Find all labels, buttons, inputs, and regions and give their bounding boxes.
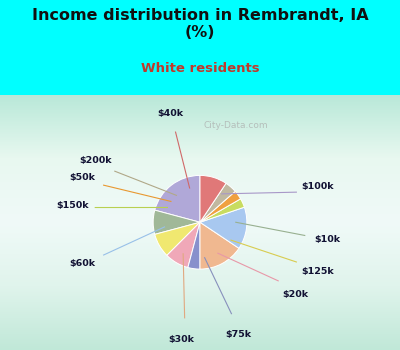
Wedge shape [167,222,200,267]
Text: $75k: $75k [225,330,251,339]
Text: $125k: $125k [301,267,334,276]
Wedge shape [200,175,226,222]
Wedge shape [200,199,244,222]
Text: City-Data.com: City-Data.com [204,121,268,130]
Wedge shape [200,207,247,248]
Wedge shape [188,222,200,269]
Text: $30k: $30k [168,335,194,344]
Text: $60k: $60k [70,259,96,268]
Wedge shape [200,191,240,222]
Text: $50k: $50k [70,174,96,182]
Text: Income distribution in Rembrandt, IA
(%): Income distribution in Rembrandt, IA (%) [32,8,368,40]
Wedge shape [200,222,239,269]
Text: White residents: White residents [141,62,259,75]
Text: $10k: $10k [315,235,341,244]
Text: $100k: $100k [301,182,334,191]
Text: $20k: $20k [282,290,308,299]
Text: $200k: $200k [80,156,112,166]
Wedge shape [155,175,200,222]
Wedge shape [200,183,235,222]
Text: $40k: $40k [157,109,183,118]
Text: $150k: $150k [56,201,88,210]
Wedge shape [153,210,200,235]
Wedge shape [155,222,200,256]
